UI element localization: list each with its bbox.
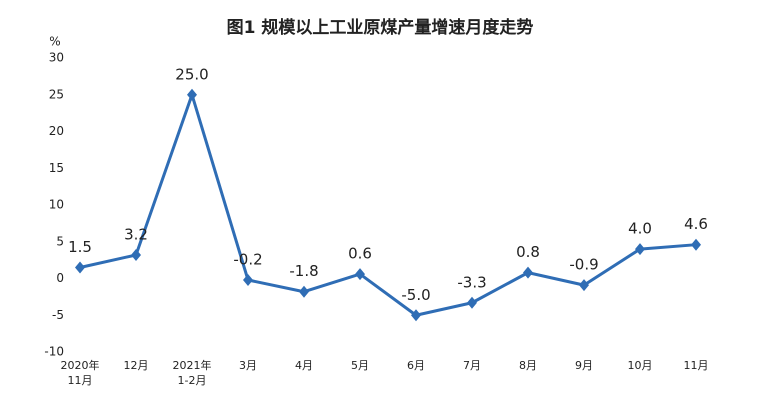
x-tick-label: 9月 bbox=[575, 359, 593, 372]
marker bbox=[523, 266, 533, 279]
data-label: -0.9 bbox=[569, 256, 598, 274]
marker bbox=[579, 279, 589, 292]
data-label: -0.2 bbox=[233, 250, 262, 268]
x-tick-label: 2020年 11月 bbox=[60, 359, 100, 387]
y-tick-label: 30 bbox=[49, 51, 64, 65]
y-tick-label: 10 bbox=[49, 198, 64, 212]
x-tick-label: 5月 bbox=[351, 359, 369, 372]
data-label: -1.8 bbox=[289, 262, 318, 280]
y-tick-label: 20 bbox=[49, 124, 64, 138]
marker bbox=[243, 273, 253, 286]
marker bbox=[187, 88, 197, 101]
y-tick-label: 25 bbox=[49, 87, 64, 101]
marker bbox=[411, 309, 421, 322]
x-tick-label: 2021年 1-2月 bbox=[172, 359, 212, 387]
data-label: 4.0 bbox=[628, 220, 652, 238]
y-tick-label: 5 bbox=[56, 234, 64, 248]
data-label: 0.8 bbox=[516, 243, 540, 261]
x-tick-label: 12月 bbox=[123, 359, 149, 372]
data-label: 3.2 bbox=[124, 225, 148, 243]
x-tick-label: 10月 bbox=[627, 359, 653, 372]
y-tick-label: 15 bbox=[49, 161, 64, 175]
marker bbox=[299, 285, 309, 298]
data-label: 25.0 bbox=[175, 65, 208, 83]
marker bbox=[467, 296, 477, 309]
x-tick-label: 6月 bbox=[407, 359, 425, 372]
data-label: 0.6 bbox=[348, 245, 372, 263]
data-label: 1.5 bbox=[68, 238, 92, 256]
marker bbox=[131, 248, 141, 261]
line bbox=[79, 93, 697, 317]
y-tick-label: -5 bbox=[52, 308, 64, 322]
x-tick-label: 4月 bbox=[295, 359, 313, 372]
marker bbox=[691, 238, 701, 251]
chart-title: 图1 规模以上工业原煤产量增速月度走势 bbox=[227, 17, 534, 38]
data-label: -3.3 bbox=[457, 273, 486, 291]
marker bbox=[75, 261, 85, 274]
y-tick-label: -10 bbox=[44, 345, 64, 359]
x-tick-label: 11月 bbox=[683, 359, 709, 372]
y-axis-label: % bbox=[49, 35, 60, 49]
marker bbox=[635, 243, 645, 256]
data-label: -5.0 bbox=[401, 286, 430, 304]
y-tick-label: 0 bbox=[56, 271, 64, 285]
x-tick-label: 3月 bbox=[239, 359, 257, 372]
x-tick-label: 8月 bbox=[519, 359, 537, 372]
data-label: 4.6 bbox=[684, 215, 708, 233]
marker bbox=[355, 268, 365, 281]
x-tick-label: 7月 bbox=[463, 359, 481, 372]
